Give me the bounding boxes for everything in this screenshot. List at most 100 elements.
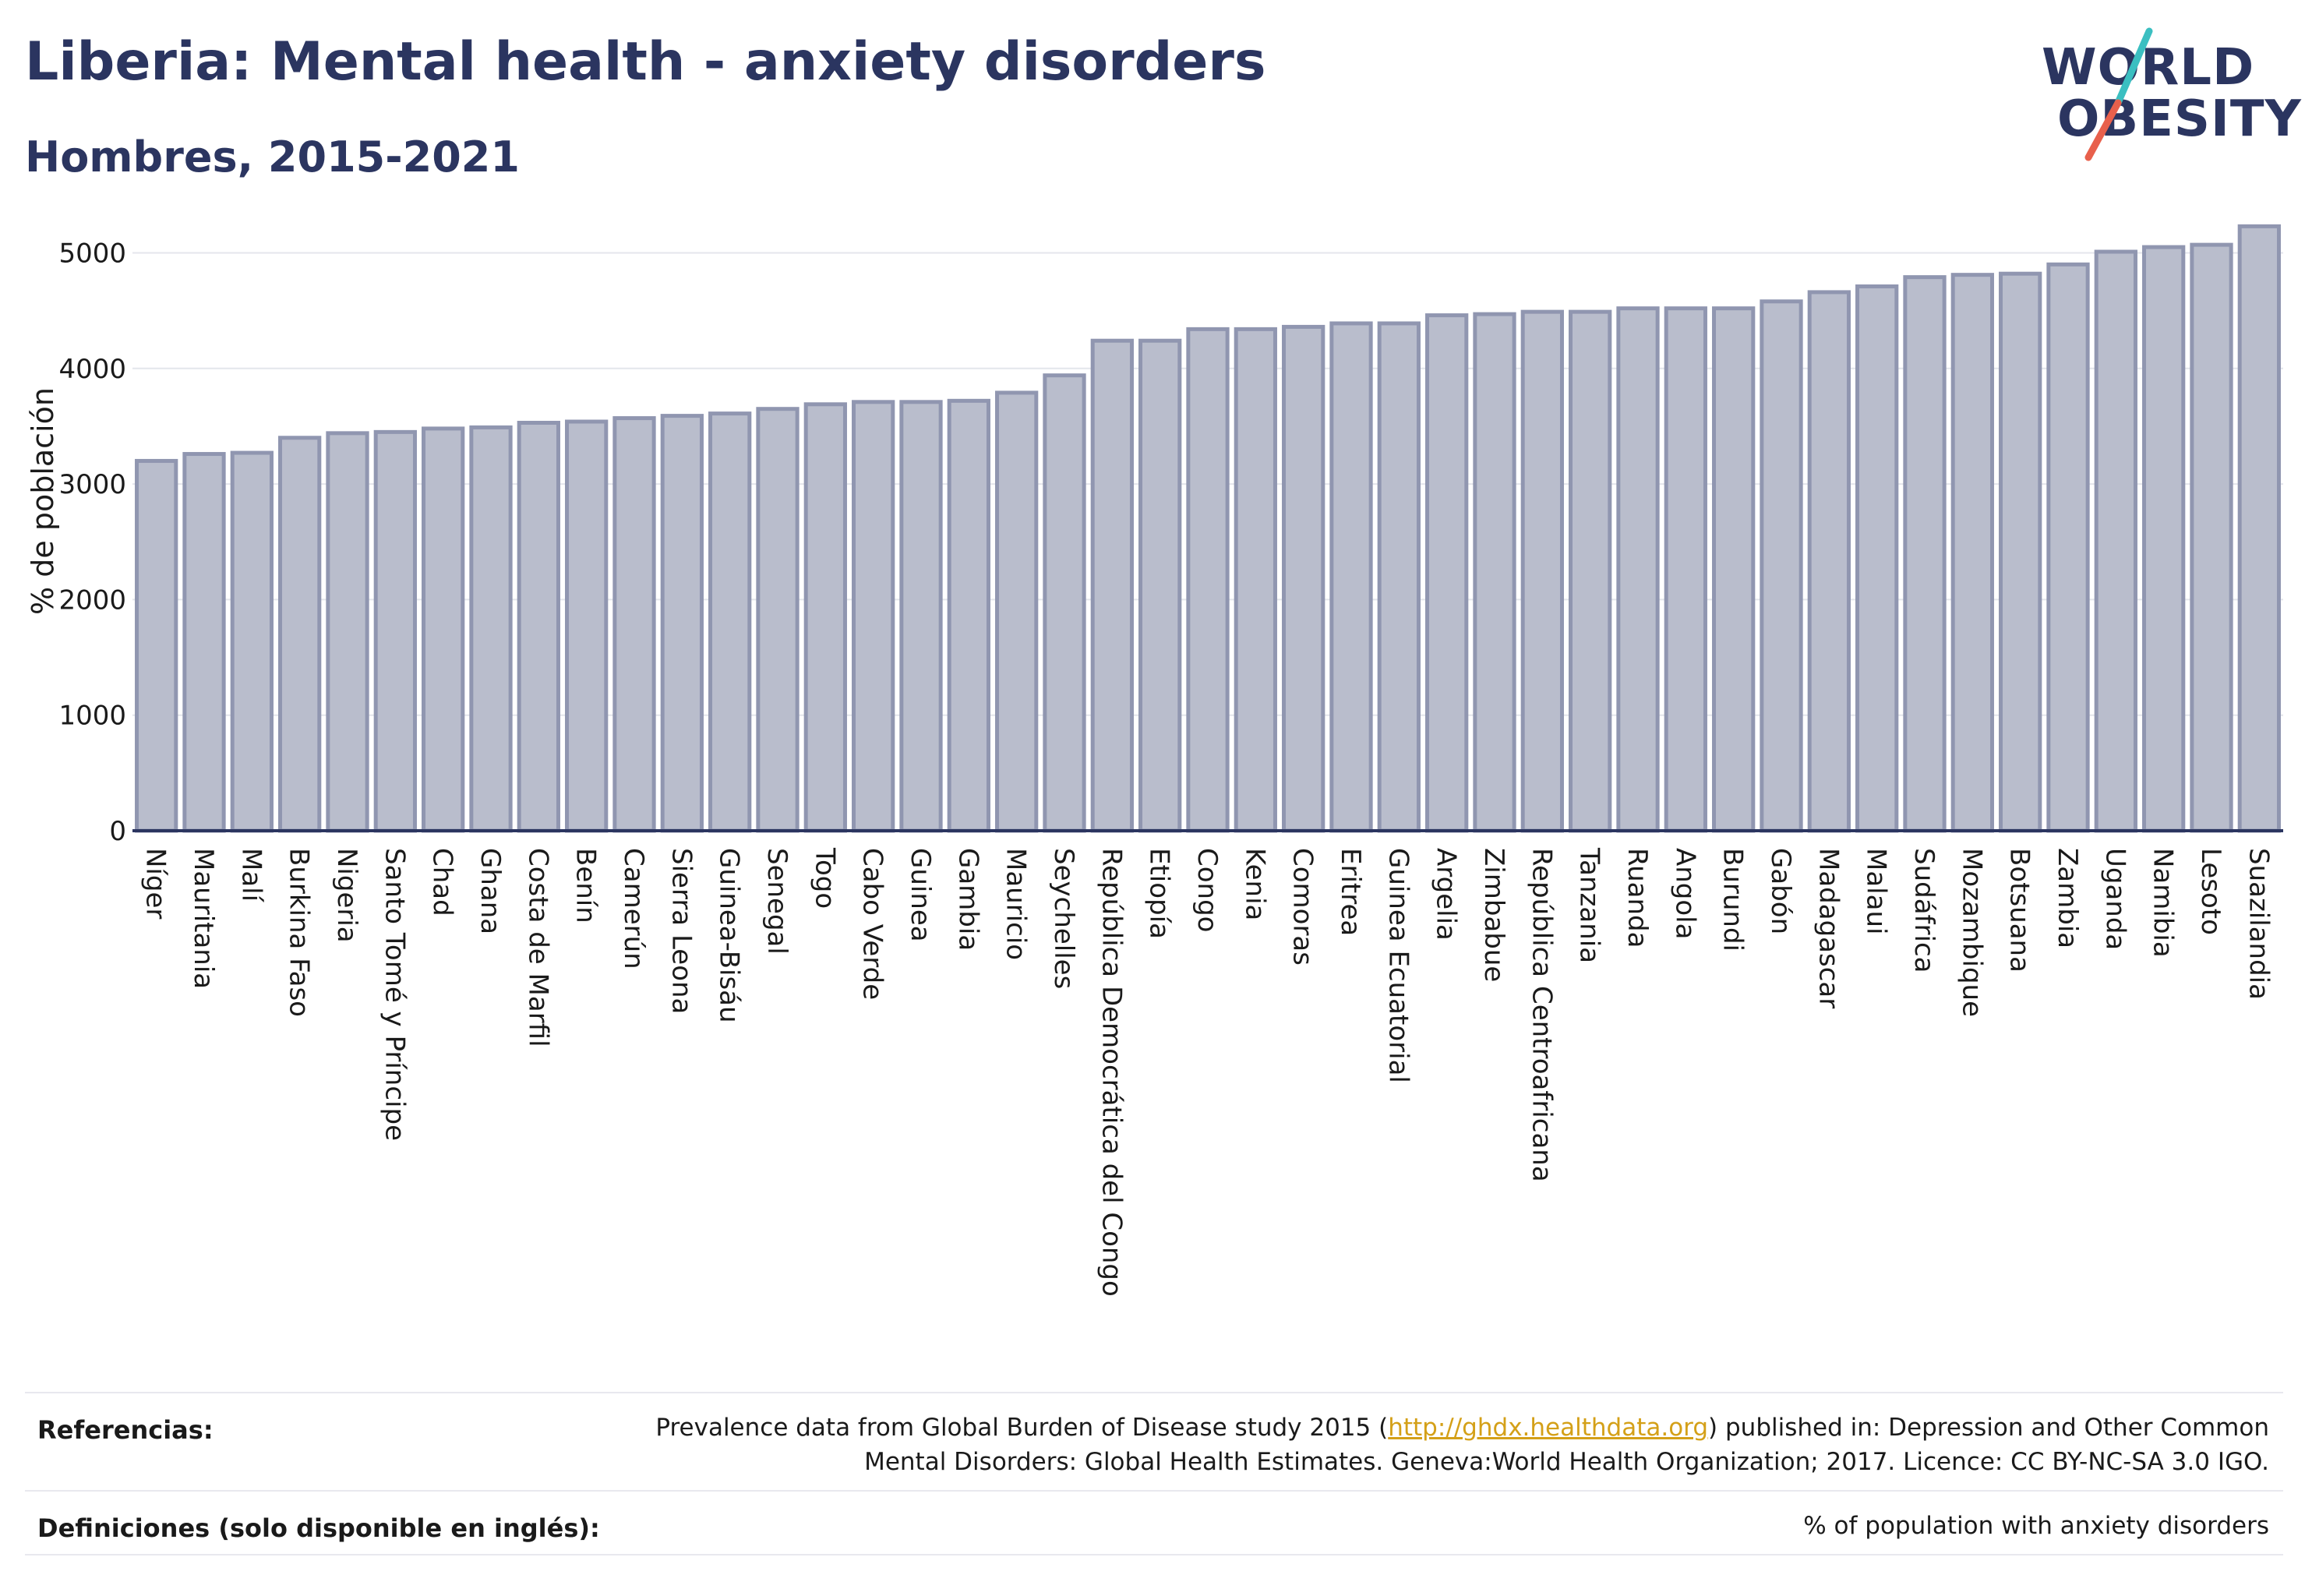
x-tick-label: República Centroafricana — [1526, 848, 1557, 1182]
x-axis-ticks: Níger Mauritania Malí Burkina Faso Nigeria Sa… — [140, 847, 2275, 1297]
bar-36 — [1855, 284, 1899, 833]
bar-26 — [1377, 321, 1421, 833]
bar-29 — [1520, 309, 1564, 833]
bar-17 — [947, 398, 990, 833]
y-tick-label: 0 — [109, 816, 126, 847]
x-tick-label: Seychelles — [1048, 848, 1079, 989]
x-tick-label: Comoras — [1287, 848, 1318, 966]
bar-20 — [1090, 338, 1134, 833]
footer-divider-middle — [25, 1490, 2283, 1492]
bar-0 — [135, 458, 178, 833]
x-tick-label: Zimbabue — [1478, 848, 1509, 982]
bar-8 — [517, 420, 560, 833]
x-tick-label: Zambia — [2052, 848, 2083, 948]
x-tick-label: Tanzania — [1574, 847, 1605, 963]
bars — [135, 224, 2281, 833]
x-tick-label: Angola — [1669, 848, 1700, 939]
x-tick-label: Eritrea — [1335, 848, 1366, 936]
bar-chart: 0 1000 2000 3000 4000 5000 Níger Mauritania Mal… — [26, 224, 2283, 1297]
x-tick-label: Nigeria — [331, 848, 362, 943]
x-tick-label: Sudáfrica — [1908, 848, 1940, 973]
bar-15 — [852, 400, 895, 833]
y-tick-label: 4000 — [58, 354, 126, 385]
x-tick-label: Guinea Ecuatorial — [1382, 848, 1414, 1083]
x-tick-label: Madagascar — [1813, 848, 1844, 1008]
x-tick-label: Ruanda — [1622, 848, 1653, 948]
bar-31 — [1616, 306, 1660, 833]
x-tick-label: Costa de Marfil — [522, 848, 553, 1047]
bar-1 — [182, 452, 226, 833]
bar-3 — [278, 436, 322, 833]
bar-39 — [1999, 271, 2042, 833]
bar-19 — [1043, 373, 1086, 833]
footer-divider-bottom — [25, 1554, 2283, 1555]
bar-42 — [2142, 245, 2186, 833]
x-tick-label: Mozambique — [1956, 848, 1987, 1017]
bar-13 — [756, 407, 800, 833]
x-tick-label: Benín — [570, 848, 602, 923]
bar-7 — [469, 425, 513, 833]
references-link[interactable]: http://ghdx.healthdata.org — [1388, 1414, 1709, 1442]
bar-27 — [1425, 313, 1469, 833]
x-tick-label: Burundi — [1717, 848, 1749, 952]
bar-40 — [2046, 262, 2090, 833]
x-tick-label: Gabón — [1765, 848, 1796, 934]
x-tick-label: Togo — [809, 847, 840, 909]
logo-line-1: WORLD — [2042, 39, 2255, 97]
references-text: Prevalence data from Global Burden of Di… — [655, 1411, 2269, 1479]
x-tick-label: Guinea-Bisáu — [714, 848, 745, 1023]
x-tick-label: Botsuana — [2004, 848, 2035, 973]
bar-11 — [660, 414, 704, 833]
x-tick-label: Burkina Faso — [284, 848, 315, 1017]
bar-28 — [1473, 312, 1516, 833]
x-tick-label: Senegal — [761, 848, 792, 955]
bar-2 — [230, 450, 274, 833]
definitions-text: % of population with anxiety disorders — [1803, 1512, 2269, 1540]
bar-5 — [373, 429, 417, 833]
references-text-line2: Mental Disorders: Global Health Estimate… — [864, 1448, 2269, 1476]
bar-4 — [326, 431, 369, 833]
x-tick-label: Chad — [427, 848, 458, 916]
y-axis-label: % de población — [26, 387, 60, 615]
x-tick-label: Argelia — [1431, 848, 1462, 941]
bar-32 — [1664, 306, 1707, 833]
x-tick-label: Etiopía — [1144, 848, 1175, 939]
x-tick-label: Guinea — [905, 848, 936, 942]
bar-38 — [1950, 273, 1994, 833]
definitions-label: Definiciones (solo disponible en inglés)… — [37, 1513, 600, 1543]
x-tick-label: Mauricio — [1001, 848, 1032, 960]
y-tick-label: 3000 — [58, 469, 126, 500]
references-label: Referencias: — [37, 1415, 214, 1445]
x-tick-label: Gambia — [952, 848, 983, 951]
bar-18 — [995, 390, 1039, 833]
x-tick-label: Santo Tomé y Príncipe — [379, 848, 410, 1141]
bar-23 — [1234, 327, 1277, 833]
bar-6 — [422, 426, 465, 833]
x-tick-label: Lesoto — [2195, 848, 2226, 935]
bar-9 — [565, 419, 609, 833]
bar-16 — [899, 400, 943, 833]
bar-25 — [1329, 321, 1373, 833]
y-tick-label: 5000 — [58, 238, 126, 269]
bar-12 — [708, 411, 752, 833]
bar-21 — [1138, 338, 1182, 833]
x-tick-label: Suazilandia — [2243, 848, 2274, 1000]
x-tick-label: Cabo Verde — [857, 848, 888, 1000]
x-tick-label: Namibia — [2148, 848, 2179, 958]
page-title: Liberia: Mental health - anxiety disorde… — [25, 31, 1266, 93]
bar-44 — [2237, 224, 2281, 833]
page-subtitle: Hombres, 2015-2021 — [25, 132, 520, 182]
bar-33 — [1712, 306, 1756, 833]
x-tick-label: República Democrática del Congo — [1096, 848, 1127, 1297]
bar-35 — [1807, 290, 1851, 833]
x-tick-label: Sierra Leona — [665, 848, 697, 1014]
logo-slash-icon — [2084, 27, 2153, 161]
x-tick-label: Ghana — [475, 848, 506, 934]
x-tick-label: Malí — [235, 848, 267, 903]
x-tick-label: Camerún — [618, 848, 649, 969]
references-text-start: Prevalence data from Global Burden of Di… — [655, 1414, 1389, 1442]
bar-30 — [1569, 309, 1612, 833]
bar-10 — [612, 416, 656, 833]
bar-37 — [1903, 275, 1947, 833]
y-tick-label: 2000 — [58, 584, 126, 616]
